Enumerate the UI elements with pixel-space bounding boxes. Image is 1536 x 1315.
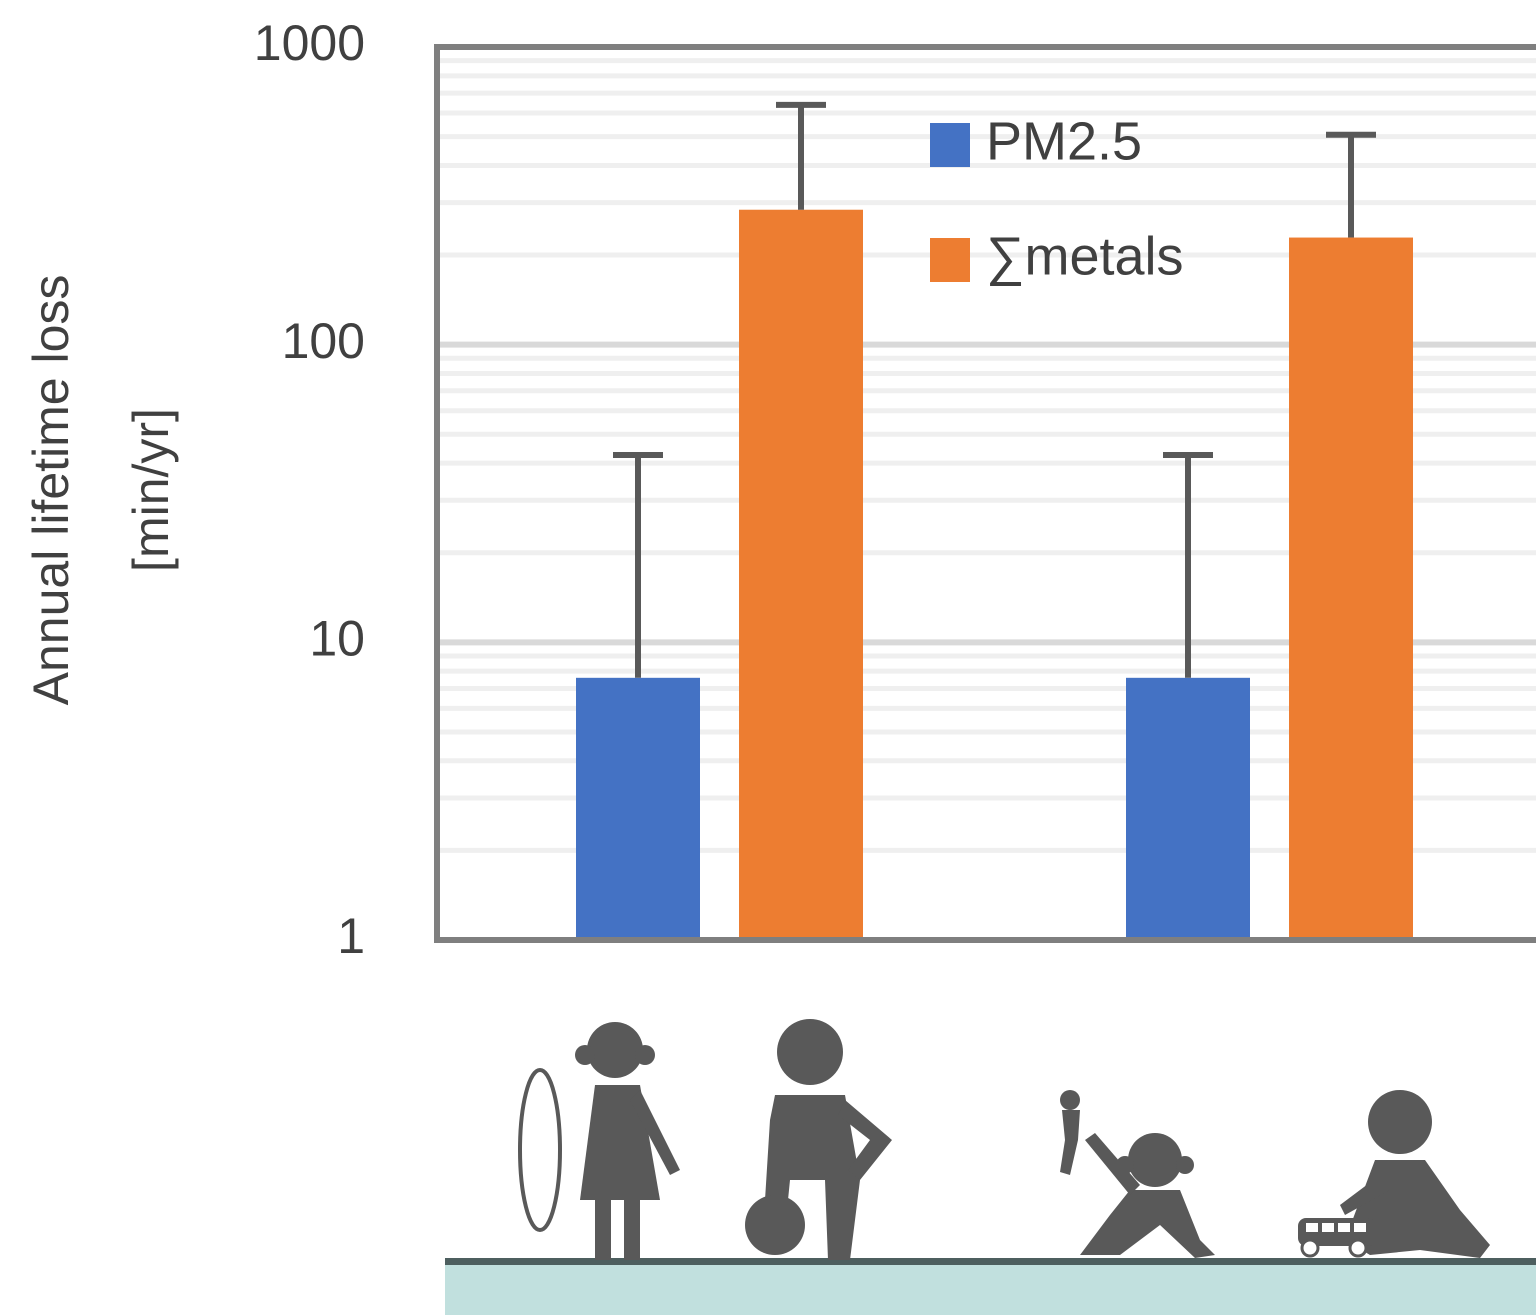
legend-swatch bbox=[930, 238, 970, 282]
y-tick-label: 10 bbox=[309, 611, 365, 667]
boy-ball bbox=[745, 1019, 892, 1260]
plot-area: 1 10 100 1000 PM2.5 ∑metals bbox=[254, 15, 1536, 964]
legend-label: ∑metals bbox=[986, 226, 1184, 286]
y-tick-label: 100 bbox=[282, 313, 365, 369]
bar bbox=[739, 210, 863, 940]
y-axis-title-line: Annual lifetime loss bbox=[23, 275, 79, 706]
legend-swatch bbox=[930, 123, 970, 167]
y-axis-title-line: [min/yr] bbox=[123, 408, 179, 572]
ground bbox=[445, 1262, 1536, 1315]
y-tick-label: 1 bbox=[337, 908, 365, 964]
y-tick-label: 1000 bbox=[254, 15, 365, 71]
chart: Annual lifetime loss [min/yr] 1 10 100 1000… bbox=[0, 0, 1536, 1315]
icons bbox=[445, 1019, 1536, 1315]
boy-bus bbox=[1298, 1090, 1490, 1258]
bar bbox=[1126, 678, 1250, 940]
bar bbox=[576, 678, 700, 940]
y-axis-title: Annual lifetime loss [min/yr] bbox=[23, 275, 179, 706]
legend-label: PM2.5 bbox=[986, 111, 1142, 171]
bar bbox=[1289, 238, 1413, 940]
girl-hoop bbox=[520, 1022, 680, 1260]
girl-doll bbox=[1060, 1090, 1215, 1258]
